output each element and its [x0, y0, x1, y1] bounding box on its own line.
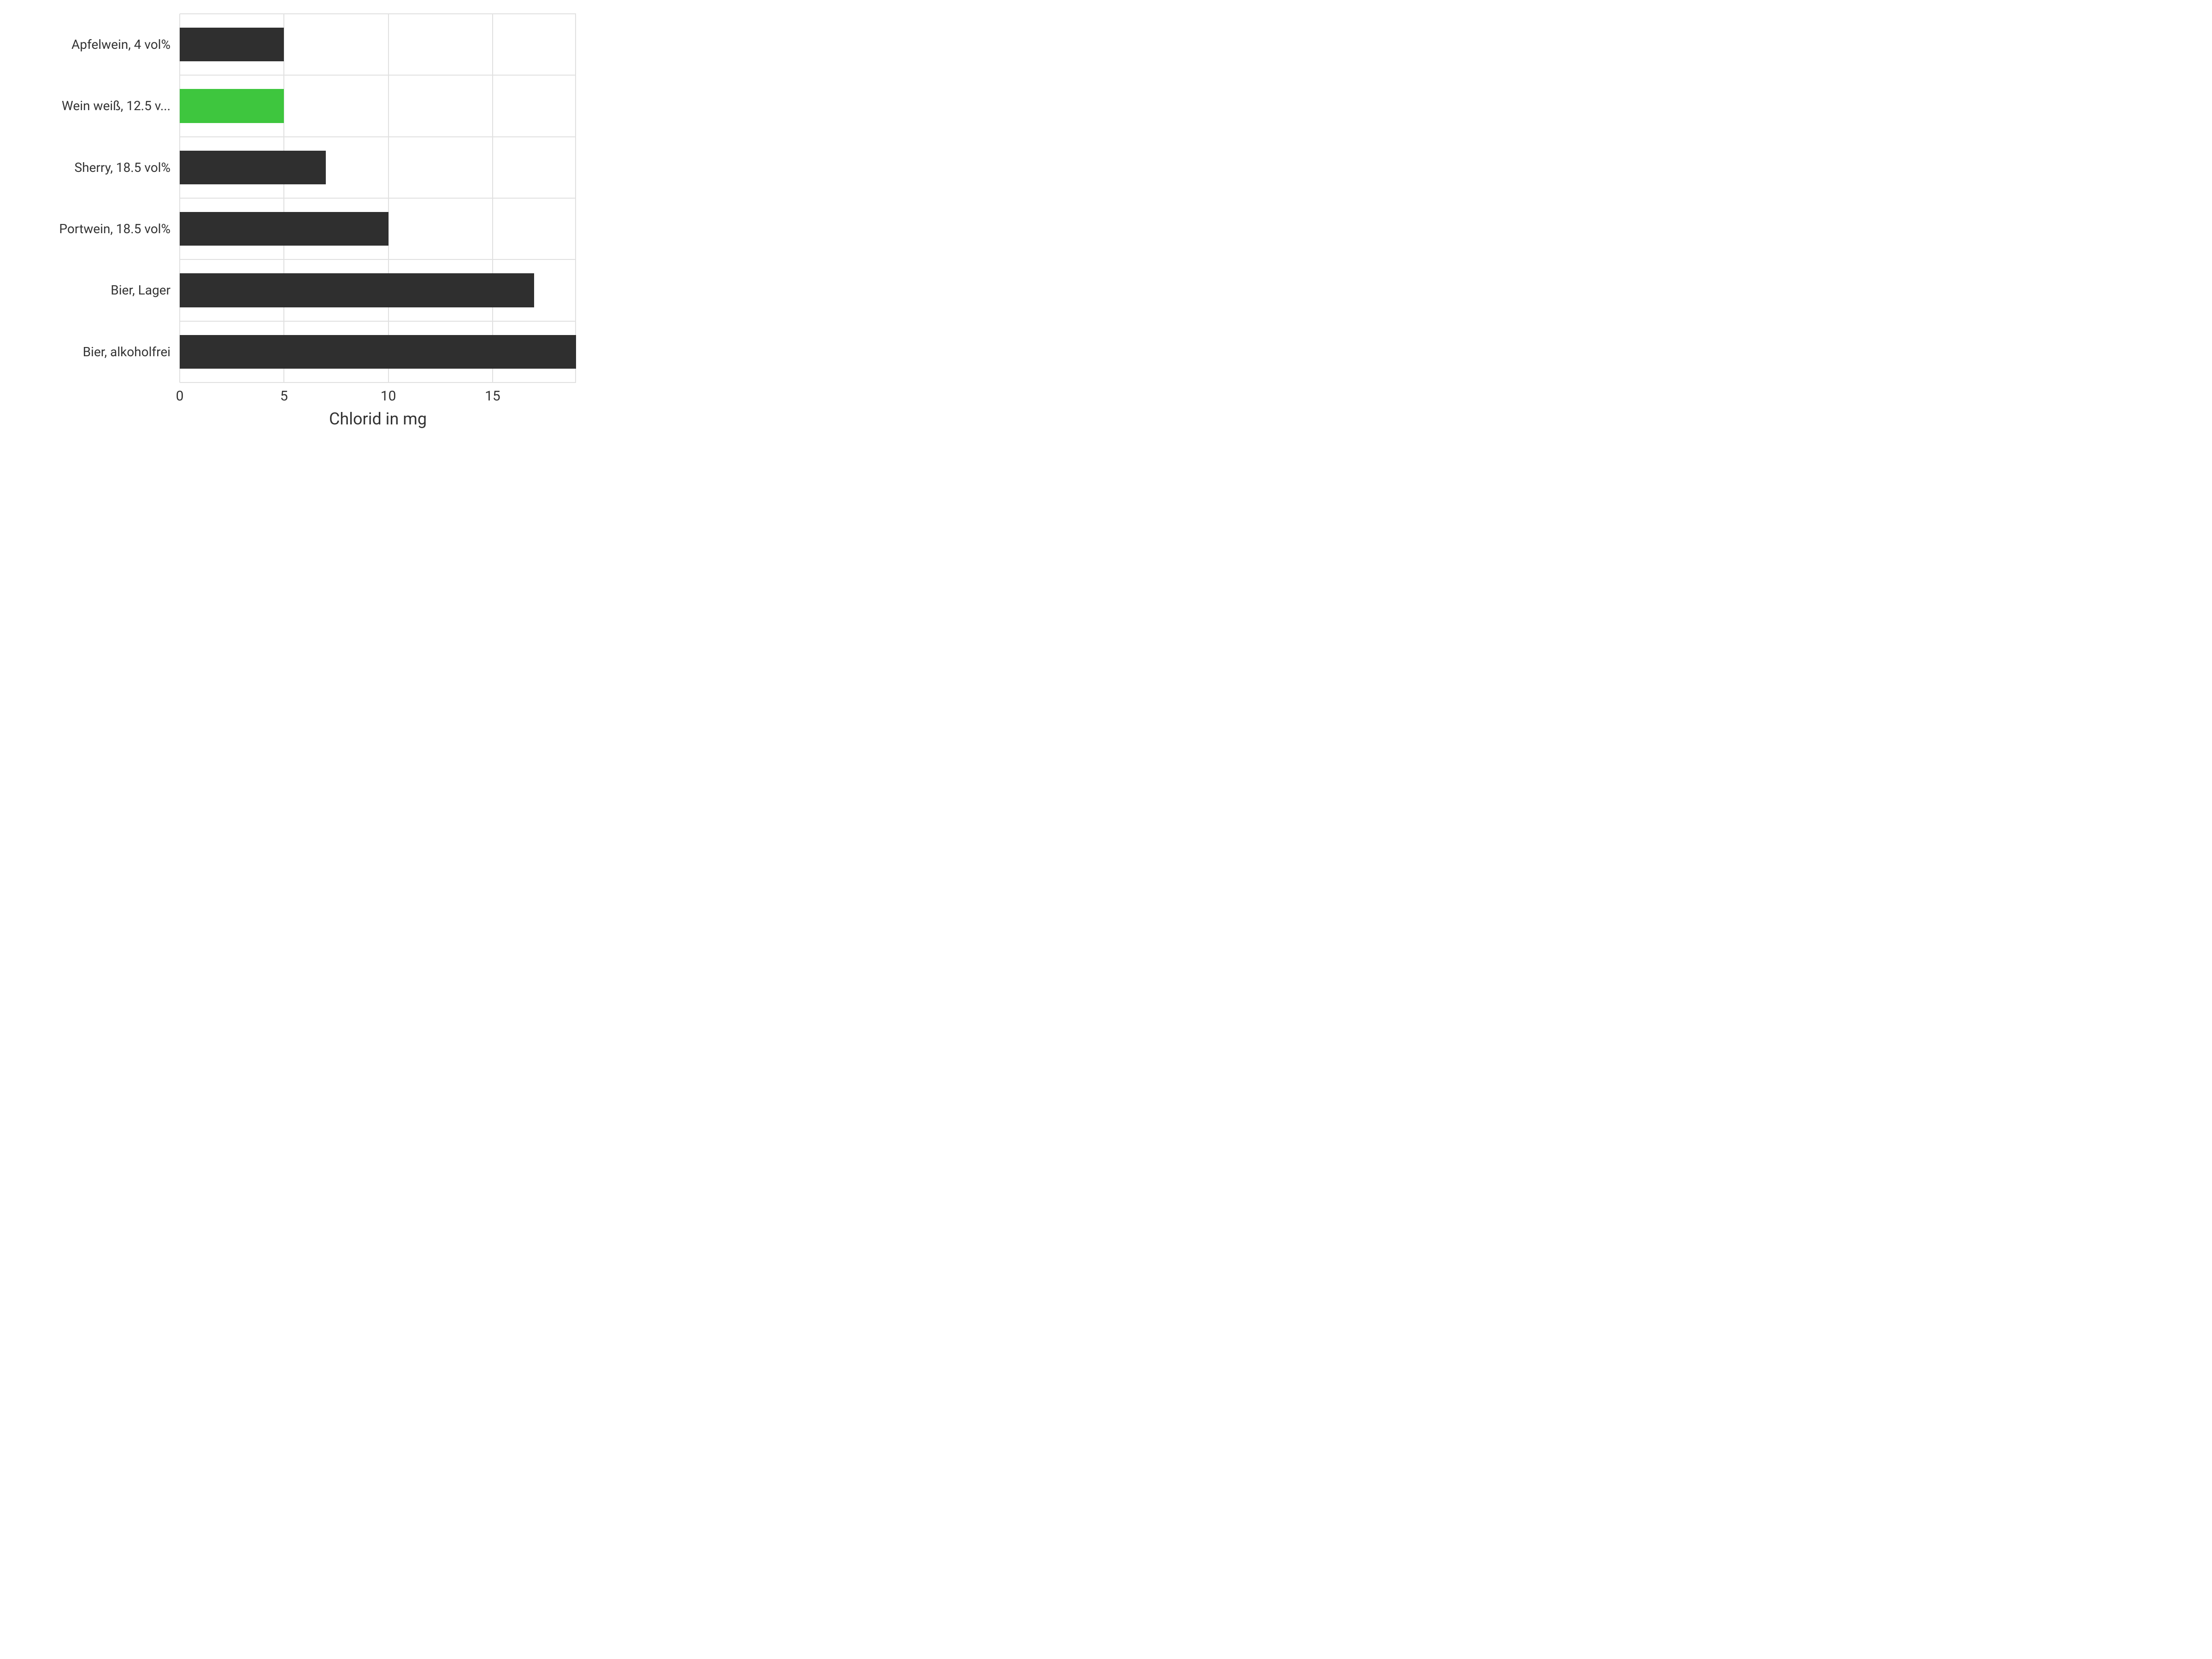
y-axis-label: Portwein, 18.5 vol%: [0, 220, 171, 238]
bar: [180, 89, 284, 123]
gridline-horizontal: [180, 75, 576, 76]
bar: [180, 335, 576, 369]
bar: [180, 212, 388, 246]
gridline-horizontal: [180, 136, 576, 137]
y-axis-label: Apfelwein, 4 vol%: [0, 35, 171, 53]
bar: [180, 28, 284, 61]
y-axis-label: Wein weiß, 12.5 v...: [0, 97, 171, 115]
x-axis-tick-label: 5: [280, 388, 288, 404]
chart-container: Chlorid in mg Apfelwein, 4 vol% Wein weiß…: [0, 0, 590, 442]
gridline-horizontal: [180, 198, 576, 199]
gridline-horizontal: [180, 382, 576, 383]
x-axis-tick-label: 10: [381, 388, 396, 404]
y-axis-label: Sherry, 18.5 vol%: [0, 159, 171, 176]
x-axis-tick-label: 0: [176, 388, 184, 404]
bar: [180, 151, 326, 184]
x-axis-tick-label: 15: [485, 388, 500, 404]
y-axis-label: Bier, Lager: [0, 281, 171, 299]
gridline-horizontal: [180, 321, 576, 322]
y-axis-label: Bier, alkoholfrei: [0, 343, 171, 361]
bar: [180, 273, 534, 307]
gridline-horizontal: [180, 259, 576, 260]
plot-area: [180, 14, 576, 382]
x-axis-title: Chlorid in mg: [329, 409, 427, 429]
gridline-horizontal: [180, 13, 576, 14]
